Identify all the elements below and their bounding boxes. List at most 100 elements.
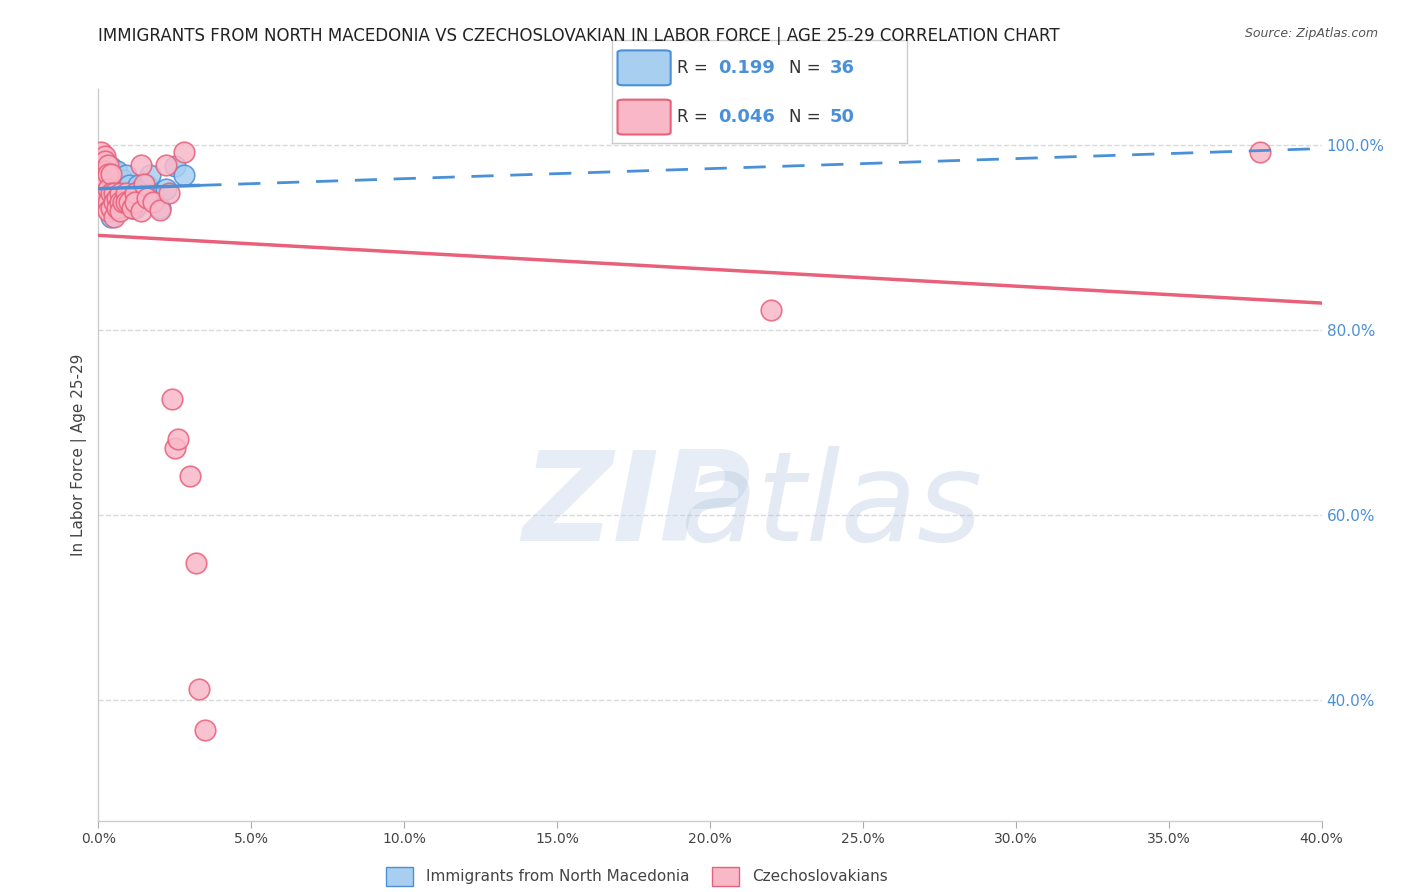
Point [186,556,208,570]
Point [1249,145,1271,160]
Point [93,149,115,163]
Point [97,182,120,196]
Point [115,195,138,210]
Point [93,167,115,181]
Point [105,182,128,196]
Point [97,158,120,172]
Point [103,186,125,201]
Text: R =: R = [676,108,713,126]
Point [124,186,146,200]
Text: atlas: atlas [682,446,983,566]
Point [105,191,128,205]
Point [115,169,138,183]
Point [100,186,122,200]
Point [163,159,186,173]
Text: IMMIGRANTS FROM NORTH MACEDONIA VS CZECHOSLOVAKIAN IN LABOR FORCE | AGE 25-29 CO: IMMIGRANTS FROM NORTH MACEDONIA VS CZECH… [98,27,1060,45]
Text: 50: 50 [830,108,855,126]
FancyBboxPatch shape [617,50,671,86]
Point [108,201,131,215]
Point [129,158,152,172]
Text: N =: N = [789,108,825,126]
Point [121,201,143,215]
Point [136,191,159,205]
Point [97,191,120,205]
Point [167,432,190,446]
Point [97,204,120,219]
Point [173,169,195,183]
Point [97,167,120,181]
Point [100,169,122,184]
Point [108,195,131,210]
Point [90,158,112,172]
Point [129,182,152,196]
Point [103,210,125,224]
Point [93,154,115,169]
Point [157,186,180,200]
Text: 0.046: 0.046 [718,108,775,126]
Point [93,173,115,187]
Point [90,173,112,187]
Point [124,195,146,210]
Point [97,182,120,196]
Point [93,186,115,200]
FancyBboxPatch shape [617,100,671,135]
Text: 0.199: 0.199 [718,59,775,77]
Text: ZIP: ZIP [522,446,751,566]
Point [139,169,162,183]
Point [103,195,125,210]
Point [90,163,112,178]
Point [759,302,782,317]
Point [121,201,143,215]
Point [179,469,201,483]
Point [108,186,131,200]
Point [127,178,149,192]
Point [90,145,112,160]
Point [100,191,122,205]
Point [142,186,165,201]
Point [136,178,159,192]
Point [155,158,177,172]
Point [97,163,120,178]
Point [90,165,112,179]
Point [100,201,122,215]
Point [163,442,186,456]
Point [103,201,125,215]
Point [149,201,172,215]
Point [155,182,177,196]
Point [93,163,115,178]
Point [103,186,125,200]
Text: N =: N = [789,59,825,77]
Point [129,204,152,219]
Point [115,186,138,200]
Text: R =: R = [676,59,713,77]
Y-axis label: In Labor Force | Age 25-29: In Labor Force | Age 25-29 [72,354,87,556]
Point [105,196,128,211]
Point [111,173,134,187]
Point [97,195,120,210]
Point [100,160,122,174]
Point [105,201,128,215]
Point [118,178,141,192]
Point [103,173,125,187]
Point [134,177,156,191]
Point [108,204,131,219]
Point [118,195,141,210]
Point [105,163,128,178]
Point [100,167,122,181]
Legend: Immigrants from North Macedonia, Czechoslovakians: Immigrants from North Macedonia, Czechos… [385,866,887,886]
Point [111,195,134,210]
Point [194,723,217,737]
Point [93,186,115,200]
Text: Source: ZipAtlas.com: Source: ZipAtlas.com [1244,27,1378,40]
Point [90,177,112,191]
Point [142,195,165,210]
Point [100,210,122,224]
Point [188,682,211,697]
Text: 36: 36 [830,59,855,77]
Point [111,186,134,201]
Point [100,182,122,196]
Point [97,173,120,187]
Point [149,202,172,217]
Point [173,145,195,160]
Point [124,201,146,215]
